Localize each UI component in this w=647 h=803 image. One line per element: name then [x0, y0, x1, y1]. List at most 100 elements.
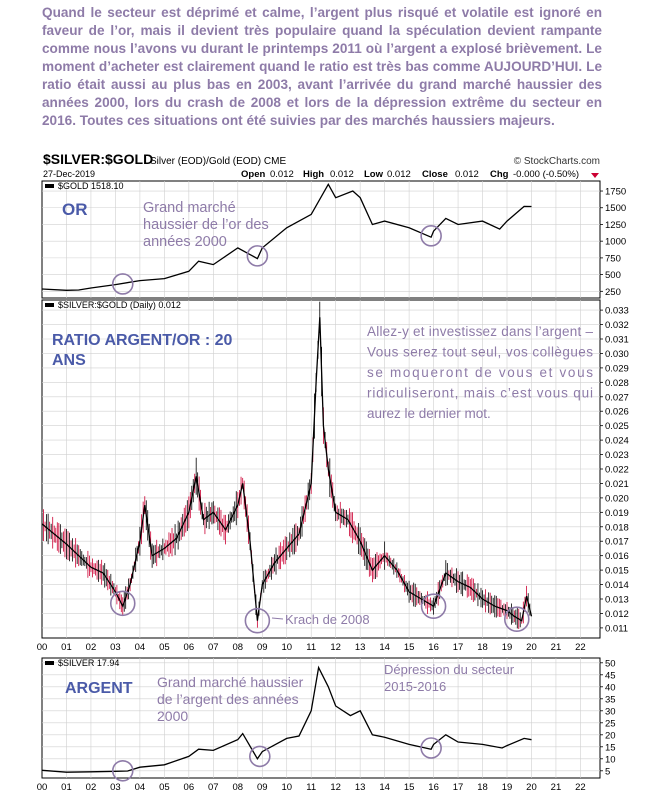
crash-callout-line [271, 617, 284, 620]
close-value: 0.012 [455, 169, 479, 180]
x-tick-label: 01 [61, 642, 72, 653]
annotation-line: ANS [52, 352, 86, 369]
x-tick-label: 13 [355, 782, 366, 793]
x-tick-label: 06 [184, 782, 195, 793]
x-tick-label: 04 [135, 642, 146, 653]
highlight-circle [111, 273, 134, 295]
gold-price-line [41, 182, 532, 291]
x-tick-label: 16 [428, 782, 439, 793]
x-tick-label: 04 [135, 782, 146, 793]
silver-title: ARGENT [65, 680, 133, 697]
silver-grid [42, 658, 600, 778]
x-tick-label: 15 [404, 782, 415, 793]
ratio-panel-label: $SILVER:$GOLD (Daily) 0.012 [58, 300, 181, 310]
crash-2008-label: Krach de 2008 [285, 612, 370, 627]
silver-circles [111, 737, 442, 782]
x-tick-label: 15 [404, 642, 415, 653]
ratio-legend: $SILVER:$GOLD (Daily) 0.012 [45, 300, 181, 310]
chart-description: Silver (EOD)/Gold (EOD) CME [150, 156, 286, 167]
highlight-circle [109, 590, 136, 617]
x-tick-label: 10 [281, 782, 292, 793]
x-tick-label: 18 [477, 782, 488, 793]
x-tick-label: 16 [428, 642, 439, 653]
x-tick-label: 12 [330, 782, 341, 793]
silver-price-line [41, 665, 532, 773]
x-tick-label: 17 [453, 782, 464, 793]
annotation-line: haussier de l’or des [143, 217, 269, 233]
annotation-line: Grand marché [143, 200, 236, 216]
x-tick-label: 11 [306, 642, 316, 653]
annotation-line: RATIO ARGENT/OR : 20 [52, 332, 233, 349]
y-tick-label: 45 [605, 670, 616, 681]
silver-legend: $SILVER 17.94 [45, 658, 119, 668]
y-tick-label: 50 [605, 658, 616, 669]
x-tick-label: 09 [257, 782, 268, 793]
y-tick-label: 5 [605, 766, 610, 777]
highlight-circle [420, 225, 442, 247]
y-tick-label: 35 [605, 694, 616, 705]
x-tick-label: 07 [208, 642, 219, 653]
x-tick-label: 10 [281, 642, 292, 653]
y-tick-label: 0.015 [605, 566, 629, 577]
x-tick-label: 03 [110, 782, 121, 793]
x-tick-label: 05 [159, 782, 170, 793]
down-arrow-icon [591, 173, 599, 178]
open-value: 0.012 [270, 169, 294, 180]
x-tick-label: 20 [526, 782, 537, 793]
x-tick-label: 21 [551, 782, 562, 793]
x-tick-label: 05 [159, 642, 170, 653]
annotation-line: se moqueront de vous et vous [367, 365, 593, 380]
y-tick-label: 0.026 [605, 407, 629, 418]
silver-legend-swatch [45, 661, 54, 665]
highlight-circle [249, 745, 271, 768]
close-label: Close [422, 169, 448, 180]
y-tick-label: 0.027 [605, 392, 629, 403]
highlight-circle [503, 606, 530, 633]
annotation-line: aurez le dernier mot. [367, 406, 491, 421]
x-tick-label: 21 [551, 642, 562, 653]
x-tick-label: 02 [86, 782, 97, 793]
y-tick-label: 0.025 [605, 421, 629, 432]
open-label: Open [241, 169, 265, 180]
stockcharts-watermark: © StockCharts.com [514, 156, 600, 167]
low-label: Low [364, 169, 384, 180]
x-tick-label: 06 [184, 642, 195, 653]
gold-title: OR [62, 200, 88, 219]
ratio-x-axis: 00 01 02 03 04 05 06 07 08 09 10 11 12 13 14 15 16 17 18 19… [37, 642, 586, 653]
y-tick-label: 250 [605, 287, 621, 298]
silver-panel-frame [41, 657, 601, 779]
y-tick-label: 0.011 [605, 623, 628, 634]
y-tick-label: 15 [605, 742, 616, 753]
y-tick-label: 0.013 [605, 595, 629, 606]
highlight-circle [420, 593, 447, 620]
x-tick-label: 12 [330, 642, 341, 653]
x-tick-label: 09 [257, 642, 268, 653]
y-tick-label: 0.031 [605, 335, 629, 346]
x-tick-label: 20 [526, 642, 537, 653]
y-tick-label: 1000 [605, 237, 626, 248]
y-tick-label: 30 [605, 706, 616, 717]
y-tick-label: 0.030 [605, 349, 629, 360]
y-tick-label: 1750 [605, 187, 626, 198]
x-tick-label: 03 [110, 642, 121, 653]
y-tick-label: 0.012 [605, 609, 629, 620]
y-tick-label: 0.017 [605, 537, 629, 548]
intro-section: Quand le secteur est déprimé et calme, l… [0, 0, 647, 150]
x-tick-label: 19 [502, 782, 513, 793]
annotation-line: 2000 [157, 708, 188, 724]
annotation-line: Vous serez tout seul, vos collègues [367, 345, 593, 360]
gold-panel-frame [41, 180, 601, 299]
ratio-title: RATIO ARGENT/OR : 20 ANS [52, 332, 233, 369]
annotation-line: ridiculiseront, mais c’est vous qui [367, 386, 593, 401]
gold-legend-swatch [45, 184, 54, 188]
chart-date: 27-Dec-2019 [43, 169, 95, 179]
annotation-line: Allez-y et investissez dans l’argent – [367, 324, 593, 339]
gold-annotation: Grand marché haussier de l’or des années 2… [143, 200, 269, 250]
gold-grid [42, 181, 600, 298]
highlight-circle [420, 737, 442, 759]
y-tick-label: 20 [605, 730, 616, 741]
x-tick-label: 14 [379, 782, 390, 793]
annotation-line: de l’argent des années [157, 691, 299, 707]
